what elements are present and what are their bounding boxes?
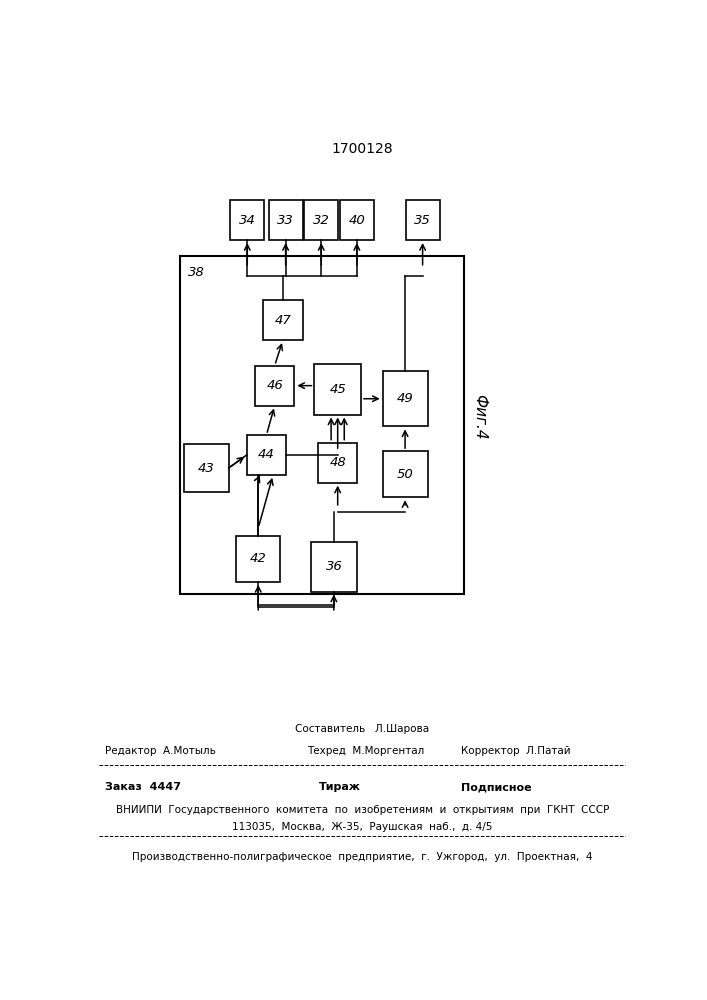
Text: 36: 36 xyxy=(325,560,342,573)
Text: ВНИИПИ  Государственного  комитета  по  изобретениям  и  открытиям  при  ГКНТ  С: ВНИИПИ Государственного комитета по изоб… xyxy=(116,805,609,815)
FancyBboxPatch shape xyxy=(406,200,440,240)
Text: 46: 46 xyxy=(267,379,283,392)
Text: 33: 33 xyxy=(277,214,294,227)
FancyBboxPatch shape xyxy=(315,364,361,415)
Text: 113035,  Москва,  Ж-35,  Раушская  наб.,  д. 4/5: 113035, Москва, Ж-35, Раушская наб., д. … xyxy=(232,822,493,832)
FancyBboxPatch shape xyxy=(340,200,374,240)
FancyBboxPatch shape xyxy=(255,366,294,406)
Text: Тираж: Тираж xyxy=(319,782,361,792)
Text: Составитель   Л.Шарова: Составитель Л.Шарова xyxy=(296,724,429,734)
FancyBboxPatch shape xyxy=(184,444,228,492)
Text: 44: 44 xyxy=(258,448,275,461)
FancyBboxPatch shape xyxy=(236,536,280,582)
FancyBboxPatch shape xyxy=(247,435,286,475)
Text: 42: 42 xyxy=(250,552,267,565)
Text: 35: 35 xyxy=(414,214,431,227)
Text: Техред  М.Моргентал: Техред М.Моргентал xyxy=(308,746,425,756)
Text: Производственно-полиграфическое  предприятие,  г.  Ужгород,  ул.  Проектная,  4: Производственно-полиграфическое предприя… xyxy=(132,852,592,861)
Text: 38: 38 xyxy=(187,266,204,279)
FancyBboxPatch shape xyxy=(180,256,464,594)
FancyBboxPatch shape xyxy=(382,451,428,497)
Text: 40: 40 xyxy=(349,214,366,227)
Text: 47: 47 xyxy=(274,314,291,327)
Text: 1700128: 1700128 xyxy=(332,142,393,156)
Text: 34: 34 xyxy=(239,214,256,227)
Text: Подписное: Подписное xyxy=(461,782,532,792)
FancyBboxPatch shape xyxy=(230,200,264,240)
FancyBboxPatch shape xyxy=(310,542,357,592)
Text: 50: 50 xyxy=(397,468,414,481)
Text: 32: 32 xyxy=(313,214,329,227)
FancyBboxPatch shape xyxy=(318,443,358,483)
Text: Редактор  А.Мотыль: Редактор А.Мотыль xyxy=(105,746,216,756)
FancyBboxPatch shape xyxy=(382,371,428,426)
Text: 49: 49 xyxy=(397,392,414,405)
Text: Фиг.4: Фиг.4 xyxy=(473,394,488,439)
Text: 45: 45 xyxy=(329,383,346,396)
FancyBboxPatch shape xyxy=(269,200,303,240)
FancyBboxPatch shape xyxy=(263,300,303,340)
Text: Корректор  Л.Патай: Корректор Л.Патай xyxy=(461,746,571,756)
Text: 48: 48 xyxy=(329,456,346,469)
Text: Заказ  4447: Заказ 4447 xyxy=(105,782,181,792)
FancyBboxPatch shape xyxy=(304,200,338,240)
Text: 43: 43 xyxy=(198,462,214,475)
